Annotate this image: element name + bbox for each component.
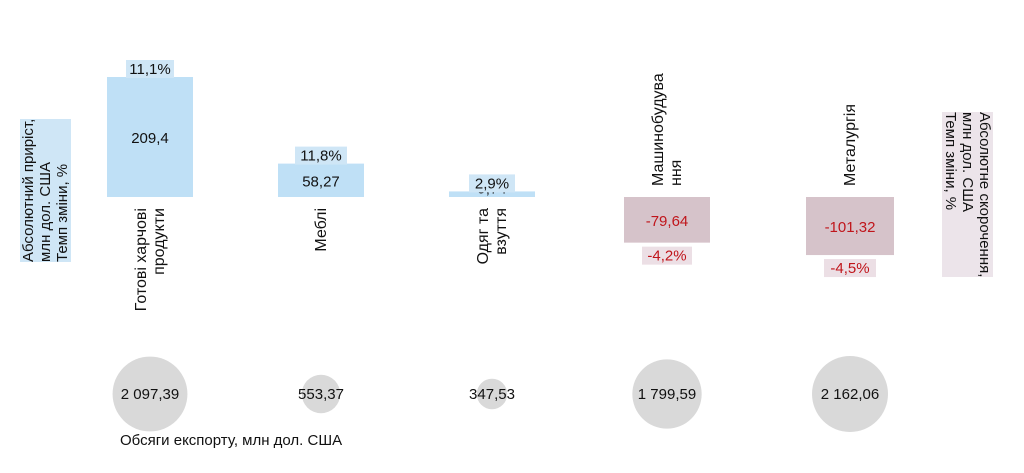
rate-label-bg-cat-3 [469,174,515,193]
export-bubble-cat-4 [632,359,702,429]
bar-cat-3 [449,191,535,197]
rate-label-bg-cat-2 [295,146,347,165]
category-label-cat-5-line-1: Металургія [842,104,859,186]
export-label-cat-4: 1 799,59 [638,386,696,403]
category-label-cat-1-line-2: продукти [151,208,168,275]
bar-cat-4 [624,197,710,243]
category-label-cat-3-line-1: Одяг та [475,208,492,265]
value-label-cat-1: 209,4 [131,130,169,147]
export-bubble-cat-1 [112,356,188,432]
category-label-cat-4-line-2: ння [668,160,685,186]
right-axis-label: Абсолютне скорочення, млн дол. США Темп … [942,112,993,278]
right-axis-label-line-2: млн дол. США [959,112,976,212]
export-bubble-cat-3 [476,378,508,410]
left-axis-label: Абсолютний приріст, млн дол. США Темп зм… [20,118,71,262]
rate-label-cat-1: 11,1% [129,61,170,78]
bar-cat-5 [806,197,894,256]
rate-label-bg-cat-5 [824,259,876,278]
export-bubble-cat-5 [812,356,888,432]
rate-label-cat-4: -4,2% [647,248,686,265]
value-label-cat-5: -101,32 [825,219,876,236]
bar-cat-2 [278,163,364,197]
left-axis-label-line-1: Абсолютний приріст, [20,118,37,262]
category-label-cat-2-line-1: Меблі [313,208,330,252]
left-axis-label-line-3: Темп зміни, % [54,163,71,262]
export-volume-caption: Обсяги експорту, млн дол. США [120,432,343,449]
value-label-cat-4: -79,64 [646,213,689,230]
rate-label-cat-5: -4,5% [830,260,869,277]
value-label-cat-2: 58,27 [302,173,340,190]
export-label-cat-1: 2 097,39 [121,386,179,403]
export-label-cat-2: 553,37 [298,386,344,403]
rate-label-bg-cat-4 [642,246,692,265]
left-axis-label-line-2: млн дол. США [37,162,54,262]
category-label-cat-3-line-2: взуття [493,208,510,255]
category-label-cat-1-line-1: Готові харчові [133,208,150,311]
export-label-cat-3: 347,53 [469,386,515,403]
rate-label-bg-cat-1 [126,60,174,78]
bar-cat-1 [107,77,193,197]
rate-label-cat-2: 11,8% [300,148,341,165]
rate-label-cat-3: 2,9% [475,175,509,192]
right-axis-label-line-1: Абсолютне скорочення, [976,112,993,278]
export-bubble-cat-2 [301,374,341,414]
category-label-cat-4-line-1: Машинобудува [650,73,667,186]
export-label-cat-5: 2 162,06 [821,386,879,403]
right-axis-label-line-3: Темп зміни, % [942,112,959,211]
